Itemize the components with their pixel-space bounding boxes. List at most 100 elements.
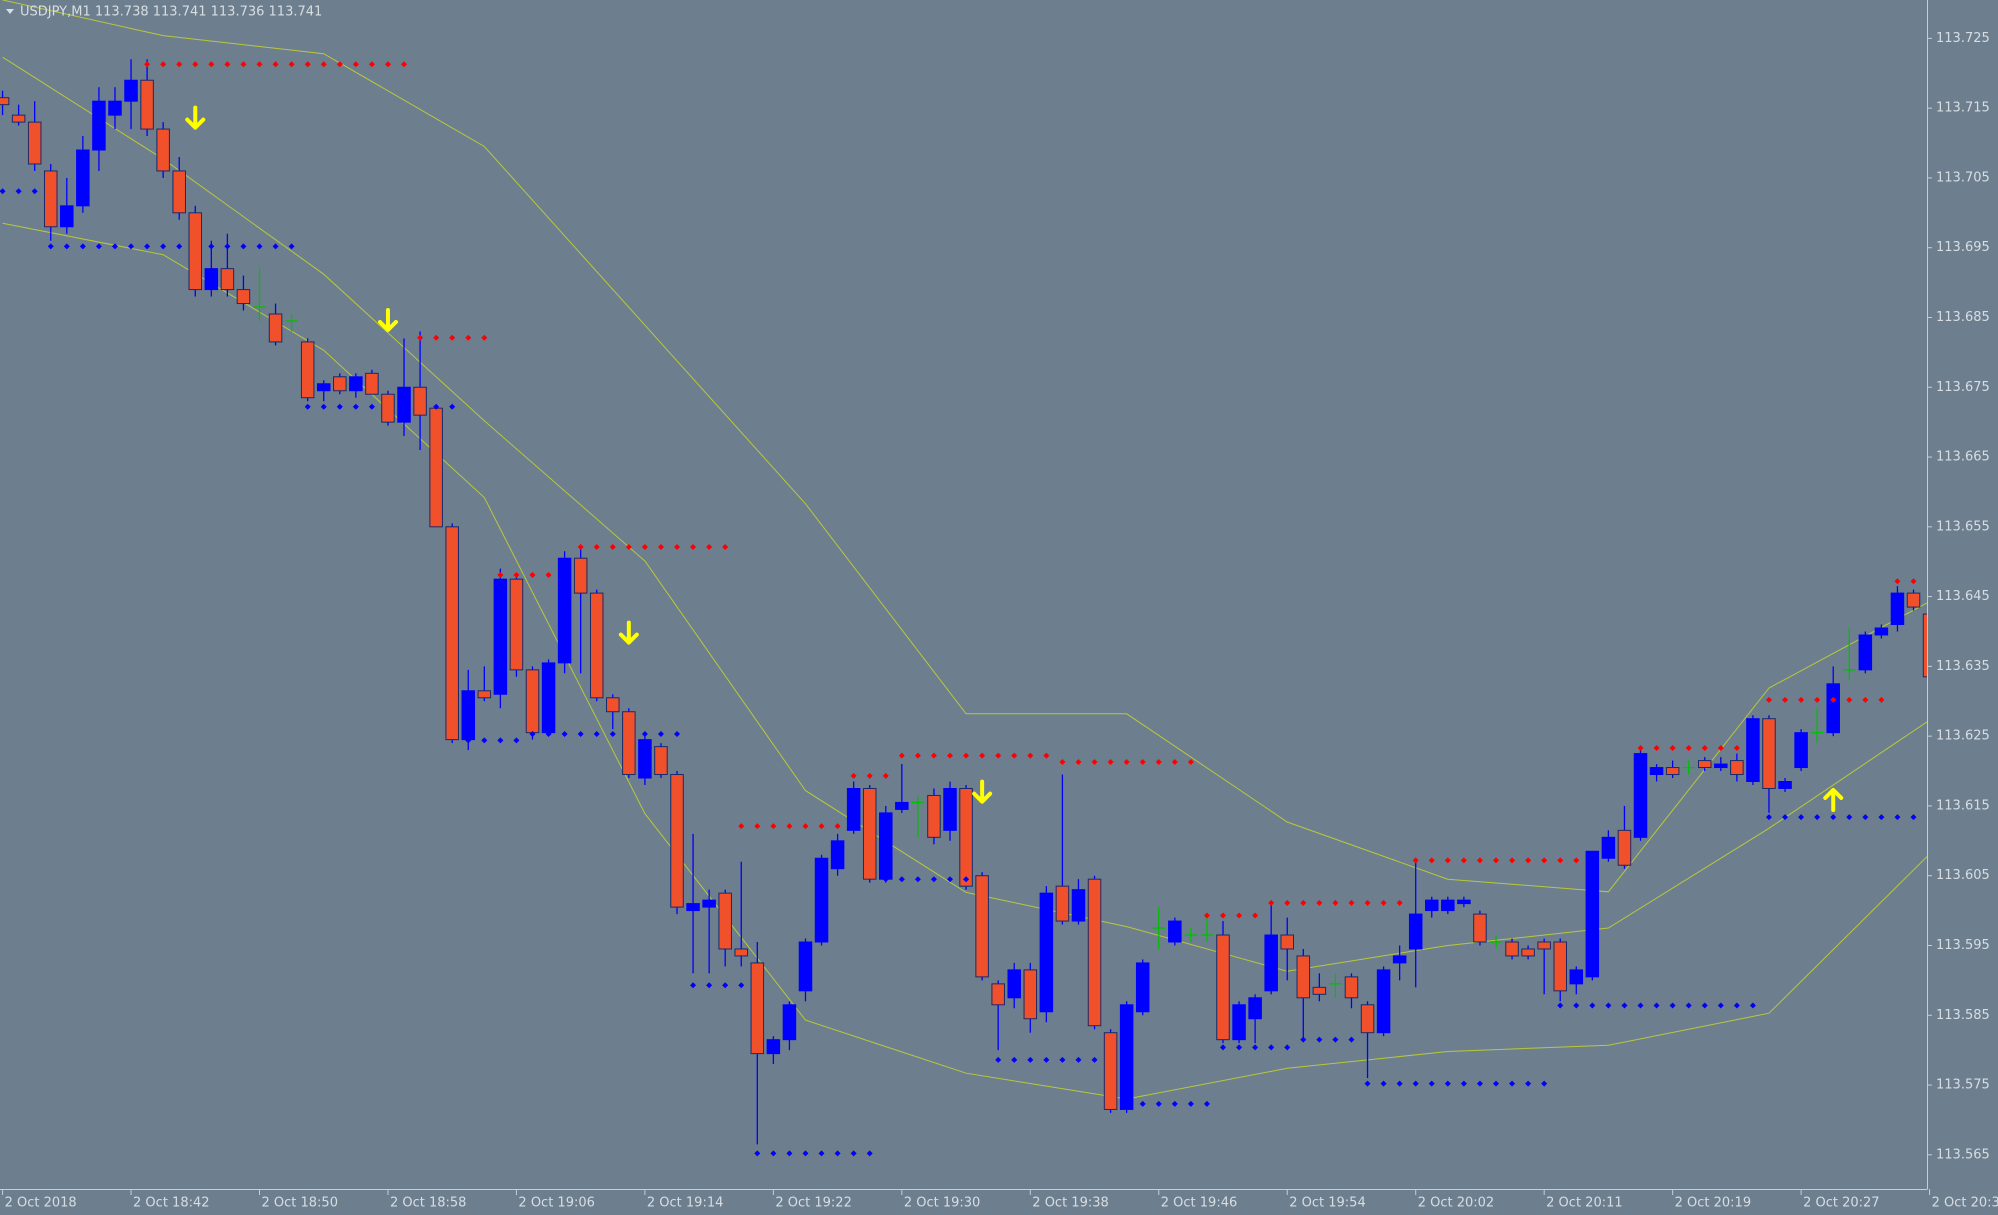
support-dot (433, 403, 440, 410)
support-dot (1589, 1002, 1596, 1009)
y-tick-label: 113.575 (1936, 1078, 1990, 1093)
resistance-dot (481, 334, 488, 341)
candle-body (1216, 934, 1230, 1041)
resistance-dot (1862, 696, 1869, 703)
resistance-dot (995, 752, 1002, 759)
candle-body (220, 268, 235, 291)
resistance-dot (240, 61, 247, 68)
support-dot (288, 243, 295, 250)
candle-body (1007, 969, 1022, 999)
candle-body (1697, 760, 1712, 769)
band-line (2, 0, 1927, 893)
resistance-dot (1139, 758, 1146, 765)
support-dot (1637, 1002, 1644, 1009)
resistance-dot (866, 772, 873, 779)
x-tick-label: 2 Oct 20:02 (1418, 1196, 1494, 1211)
resistance-dot (1717, 745, 1724, 752)
resistance-dot (1701, 745, 1708, 752)
resistance-dot (352, 61, 359, 68)
candle-body (541, 662, 556, 734)
candle-body (1649, 767, 1664, 776)
candle-body (879, 812, 893, 880)
resistance-dot (272, 61, 279, 68)
support-dot (690, 982, 697, 989)
resistance-dot (738, 823, 745, 830)
resistance-dot (1075, 758, 1082, 765)
candle-body (1521, 948, 1535, 957)
candle-body (798, 941, 813, 992)
candle-body (1778, 781, 1792, 789)
resistance-dot (1557, 857, 1564, 864)
support-dot (1910, 814, 1917, 821)
support-dot (1878, 814, 1885, 821)
support-dot (336, 403, 343, 410)
menu-triangle[interactable] (6, 9, 14, 14)
resistance-dot (963, 752, 970, 759)
candle-body (927, 794, 941, 838)
support-dot (674, 731, 681, 738)
support-dot (802, 1150, 809, 1157)
candle-body (975, 875, 989, 978)
support-dot (1782, 814, 1789, 821)
support-dot (1669, 1002, 1676, 1009)
candle-body (1264, 934, 1278, 992)
support-dot (1187, 1100, 1194, 1107)
support-dot (1139, 1100, 1146, 1107)
candle-body (1762, 718, 1776, 789)
y-tick-label: 113.565 (1936, 1147, 1990, 1162)
resistance-dot (1284, 899, 1291, 906)
candle-body (461, 690, 476, 741)
resistance-dot (1171, 758, 1178, 765)
support-dot (866, 1150, 873, 1157)
resistance-dot (802, 823, 809, 830)
band-line (2, 222, 1927, 1100)
support-dot (1059, 1056, 1066, 1063)
candle-body (1569, 969, 1584, 985)
resistance-dot (304, 61, 311, 68)
support-dot (561, 731, 568, 738)
resistance-dot (1492, 857, 1499, 864)
candle-body (1714, 763, 1728, 769)
resistance-dot (818, 823, 825, 830)
support-dot (882, 876, 889, 883)
resistance-dot (1091, 758, 1098, 765)
resistance-dot (192, 61, 199, 68)
candle-body (1376, 969, 1391, 1034)
resistance-dot (256, 61, 263, 68)
support-dot (1412, 1080, 1419, 1087)
candle-body (638, 739, 652, 779)
candle-body (943, 787, 957, 831)
candle-body (525, 669, 540, 734)
support-dot (1123, 1100, 1130, 1107)
resistance-dot (433, 334, 440, 341)
resistance-dot (1669, 745, 1676, 752)
resistance-dot (1123, 758, 1130, 765)
support-dot (1236, 1044, 1243, 1051)
resistance-dot (690, 544, 697, 551)
support-dot (1476, 1080, 1483, 1087)
resistance-dot (1348, 899, 1355, 906)
y-tick-label: 113.715 (1936, 101, 1990, 116)
support-dot (1171, 1100, 1178, 1107)
candle-body (1601, 836, 1616, 859)
candle-body (959, 787, 973, 887)
support-dot (1316, 1036, 1323, 1043)
candle-body (670, 774, 684, 908)
resistance-dot (529, 571, 536, 578)
plot-area (0, 0, 1927, 1157)
candle-body (477, 690, 492, 699)
band-line (2, 56, 1927, 972)
support-dot (176, 243, 183, 250)
x-tick-label: 2 Oct 19:38 (1032, 1196, 1108, 1211)
candle-body (1135, 962, 1150, 1013)
resistance-dot (657, 544, 664, 551)
resistance-dot (1316, 899, 1323, 906)
support-dot (1525, 1080, 1532, 1087)
candle-body (814, 857, 829, 943)
candle-body (1023, 969, 1038, 1020)
support-dot (465, 737, 472, 744)
resistance-dot (674, 544, 681, 551)
candle-body (1392, 955, 1407, 964)
